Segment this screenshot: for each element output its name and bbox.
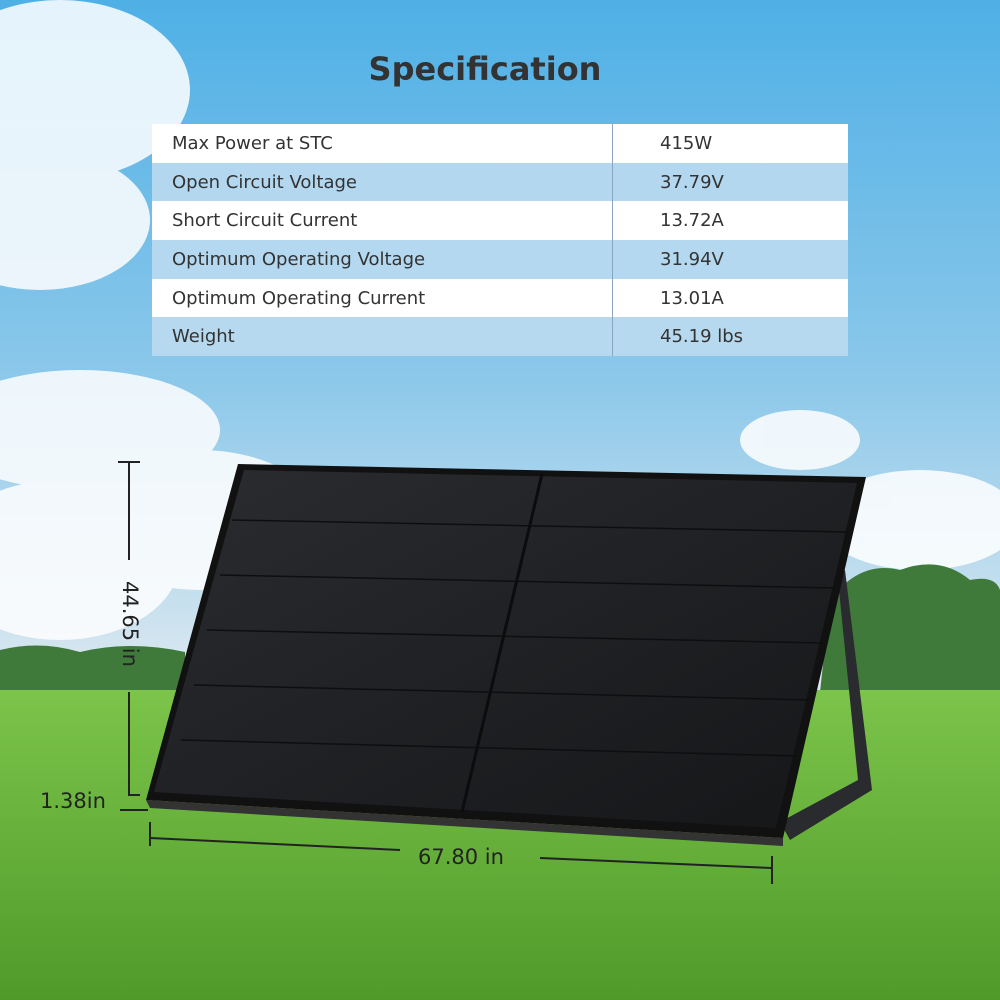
tree-line — [0, 564, 1000, 692]
spec-label: Open Circuit Voltage — [172, 171, 357, 193]
spec-value: 31.94V — [660, 248, 724, 270]
spec-row: Weight 45.19 lbs — [152, 317, 848, 357]
spec-value: 415W — [660, 132, 713, 154]
spec-label: Optimum Operating Voltage — [172, 248, 426, 270]
spec-row: Max Power at STC 415W — [152, 124, 848, 163]
spec-value: 37.79V — [660, 171, 724, 193]
clouds — [0, 0, 1000, 640]
dimension-lines — [118, 461, 773, 884]
page-title: Specification — [368, 50, 602, 88]
spec-value: 45.19 lbs — [660, 326, 744, 348]
spec-label: Weight — [172, 326, 235, 348]
spec-value: 13.01A — [660, 287, 724, 309]
spec-label: Optimum Operating Current — [172, 287, 426, 309]
spec-row: Optimum Operating Current 13.01A — [152, 278, 848, 318]
width-dimension-label: 67.80 in — [418, 845, 504, 869]
spec-value: 13.72A — [660, 210, 724, 232]
spec-row: Optimum Operating Voltage 31.94V — [152, 240, 848, 279]
height-dimension-label: 44.65 in — [118, 581, 142, 667]
solar-panel — [146, 464, 872, 846]
spec-row: Open Circuit Voltage 37.79V — [152, 162, 848, 202]
thickness-dimension-label: 1.38in — [40, 789, 106, 813]
spec-label: Max Power at STC — [172, 132, 333, 154]
spec-row: Short Circuit Current 13.72A — [152, 201, 848, 241]
spec-table: Max Power at STC 415W Open Circuit Voltag… — [152, 124, 848, 357]
spec-label: Short Circuit Current — [172, 210, 358, 232]
